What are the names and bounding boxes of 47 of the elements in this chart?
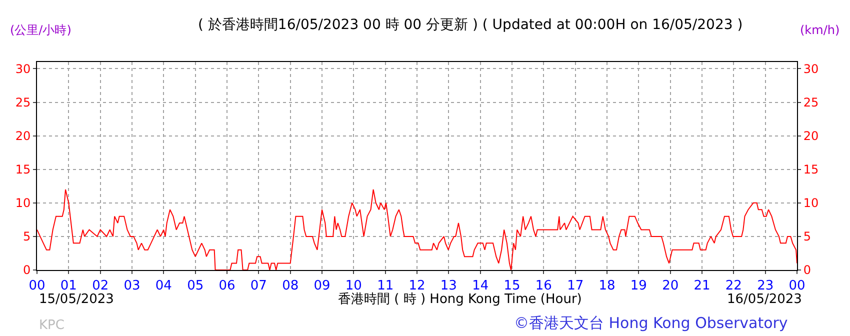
x-tick-label: 21	[694, 278, 710, 294]
y-tick-label: 30	[15, 62, 31, 76]
x-tick-label: 06	[218, 278, 236, 294]
x-tick-label: 17	[567, 278, 584, 294]
x-tick-label: 20	[662, 278, 679, 294]
x-tick-label: 04	[155, 278, 172, 294]
x-tick-label: 12	[408, 278, 426, 294]
y-axis-title: (公里/小時)	[10, 23, 72, 37]
x-tick-label: 23	[757, 278, 774, 294]
y2-tick-label: 5	[803, 230, 812, 244]
y-tick-label: 20	[15, 129, 31, 144]
x-tick-label: 00	[788, 278, 806, 294]
x-tick-label: 07	[250, 278, 267, 294]
x-tick-label: 19	[630, 278, 647, 294]
y2-tick-label: 10	[803, 196, 819, 210]
x-tick-label: 11	[377, 278, 394, 294]
x-tick-label: 16	[535, 278, 552, 294]
y-tick-label: 10	[15, 196, 31, 210]
text: 16/05/2023	[727, 292, 802, 307]
y2-tick-label: 0	[803, 263, 812, 278]
x-tick-label: 15	[504, 278, 520, 294]
text: ©香港天文台 Hong Kong Observatory	[514, 314, 788, 332]
line-series	[37, 188, 797, 270]
x-tick-label: 13	[440, 278, 457, 294]
x-tick-label: 01	[60, 278, 77, 294]
text: KPC	[39, 318, 64, 333]
y-tick-label: 25	[15, 95, 31, 110]
x-tick-label: 08	[282, 278, 299, 294]
x-tick-label: 14	[472, 278, 489, 294]
x-tick-label: 02	[92, 278, 109, 294]
y2-tick-label: 20	[803, 129, 819, 144]
x-tick-label: 03	[124, 278, 140, 294]
y2-tick-label: 15	[803, 162, 819, 177]
x-tick-label: 18	[598, 278, 616, 294]
y-tick-label: 15	[15, 162, 31, 177]
y-tick-label: 0	[22, 263, 31, 278]
y-tick-label: 5	[22, 230, 31, 244]
x-axis-title: 香港時間 ( 時 ) Hong Kong Time (Hour)	[338, 292, 582, 307]
x-tick-label: 00	[28, 278, 46, 294]
y2-tick-label: 30	[803, 62, 819, 76]
x-tick-label: 09	[314, 278, 330, 294]
y2-tick-label: 25	[803, 95, 819, 110]
text: 15/05/2023	[39, 292, 114, 307]
x-tick-label: 05	[187, 278, 204, 294]
x-tick-label: 22	[725, 278, 742, 294]
chart-title: ( 於香港時間16/05/2023 00 時 00 分更新 ) ( Updated at 00:00H on 16/05/2023 )	[198, 17, 743, 33]
y2-axis-title: (km/h)	[800, 23, 840, 37]
